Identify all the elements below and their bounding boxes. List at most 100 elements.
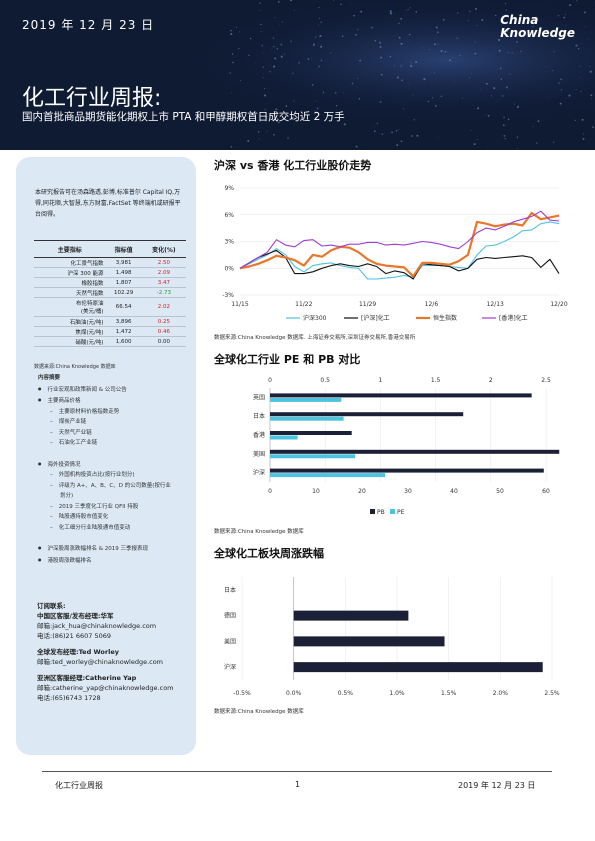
- change-bar: [293, 636, 445, 647]
- decor-dot: [269, 71, 271, 73]
- decor-dot: [298, 62, 300, 64]
- decor-dot: [431, 97, 434, 99]
- legend-swatch: [370, 509, 375, 514]
- decor-dot: [230, 146, 233, 148]
- decor-dot: [498, 49, 501, 52]
- table-cell-name: 焦煤(元/吨): [34, 326, 106, 337]
- decor-dot: [327, 114, 330, 116]
- category-label: 日本: [224, 586, 236, 594]
- decor-dot: [577, 48, 580, 50]
- decor-dot: [396, 144, 399, 147]
- series-line-2: [239, 211, 560, 278]
- decor-dot: [579, 76, 581, 78]
- stock-trend-line-chart: -3% 0% 3% 6% 9% 11/15 11/22 11/29 12/6 12/13 12/20…: [222, 185, 568, 322]
- decor-dot: [505, 9, 507, 11]
- decor-dot: [240, 79, 242, 82]
- decor-dot: [277, 121, 280, 124]
- x-tick-label: 12/20: [550, 301, 567, 308]
- x-tick-label: 0.5%: [338, 690, 354, 697]
- contents-summary: 内容摘要 行业宏观和政策新闻 & 公司公告主要商品价格主要原材料价格指数走势煤炭…: [38, 373, 188, 566]
- decor-dot: [263, 73, 265, 75]
- decor-dot: [319, 35, 322, 38]
- decor-dot: [235, 118, 236, 120]
- toc-item: 评级为 A+、A、B、C、D 的公司数量(按行业: [38, 481, 188, 492]
- decor-dot: [559, 102, 562, 105]
- decor-dot: [520, 50, 522, 52]
- decor-dot: [358, 97, 361, 100]
- decor-dot: [401, 79, 403, 82]
- decor-dot: [469, 10, 471, 13]
- decor-dot: [315, 100, 317, 102]
- decor-dot: [552, 70, 554, 72]
- decor-dot: [502, 124, 505, 127]
- pb-axis-label: 0.5: [320, 377, 330, 384]
- decor-dot: [588, 39, 590, 41]
- decor-dot: [263, 94, 267, 97]
- pe-bar: [270, 397, 342, 402]
- chart2-source: 数据来源:China Knowledge 数据库: [214, 529, 304, 535]
- table-cell-name: 沪深 300 能源: [34, 267, 106, 278]
- decor-dot: [537, 120, 540, 123]
- legend-label: PE: [397, 509, 405, 516]
- decor-dot: [429, 49, 431, 51]
- pe-bar: [270, 416, 344, 421]
- series-line-1: [239, 249, 560, 280]
- decor-dot: [459, 55, 461, 57]
- decor-dot: [360, 10, 363, 13]
- table-cell-value: 1,472: [105, 326, 142, 337]
- decor-dot: [293, 100, 295, 102]
- decor-dot: [340, 3, 342, 6]
- pe-axis-label: 60: [542, 488, 550, 495]
- table-row: 化工景气指数 3,981 2.50: [34, 257, 186, 268]
- decor-dot: [315, 36, 317, 38]
- decor-dot: [544, 65, 546, 67]
- decor-dot: [409, 7, 411, 9]
- decor-dot: [422, 46, 423, 48]
- decor-dot: [574, 119, 576, 122]
- category-label: 沪深: [253, 469, 265, 477]
- decor-dot: [553, 141, 555, 143]
- decor-dot: [307, 58, 310, 60]
- decor-dot: [480, 88, 481, 90]
- table-cell-value: 3,981: [105, 257, 142, 268]
- decor-dot: [394, 13, 395, 14]
- decor-dot: [232, 61, 234, 64]
- decor-dot: [575, 88, 577, 90]
- decor-dot: [373, 130, 376, 133]
- toc-item: 煤炭产业链: [38, 417, 188, 428]
- decor-dot: [264, 109, 266, 111]
- table-cell-change: 2.02: [141, 297, 186, 317]
- decor-dot: [437, 43, 439, 45]
- decor-dot: [580, 65, 582, 67]
- decor-dot: [462, 97, 463, 99]
- decor-dot: [442, 18, 445, 21]
- decor-dot: [560, 89, 562, 91]
- decor-dot: [273, 45, 275, 48]
- decor-dot: [276, 48, 279, 50]
- pb-axis-label: 2.5: [541, 377, 551, 384]
- decor-dot: [440, 50, 443, 52]
- table-row: 橡胶指数 1,807 3.47: [34, 277, 186, 288]
- x-tick-label: 0.0%: [286, 690, 302, 697]
- sidebar-intro: 本研究报告可在汤森路透,彭博,标准普尔 Capital IQ,万得,同花顺,大智…: [35, 189, 181, 218]
- decor-dot: [437, 136, 439, 138]
- decor-dot: [398, 36, 401, 39]
- pe-bar: [270, 435, 298, 440]
- decor-dot: [557, 15, 560, 17]
- decor-dot: [283, 53, 285, 55]
- decor-dot: [576, 0, 578, 1]
- table-cell-change: -2.73: [141, 287, 186, 298]
- series-line-3: [239, 210, 560, 269]
- contents-heading: 内容摘要: [38, 375, 61, 381]
- pe-bar: [270, 454, 356, 459]
- decor-dot: [474, 52, 477, 55]
- category-label: 沪深: [224, 663, 236, 671]
- decor-dot: [521, 19, 523, 21]
- decor-dot: [290, 0, 292, 2]
- pe-axis-label: 20: [358, 488, 366, 495]
- table-cell-name: 化工景气指数: [34, 257, 106, 268]
- decor-dot: [350, 3, 352, 5]
- category-label: 英国: [253, 393, 265, 401]
- decor-dot: [556, 39, 558, 41]
- category-label: 香港: [253, 431, 265, 439]
